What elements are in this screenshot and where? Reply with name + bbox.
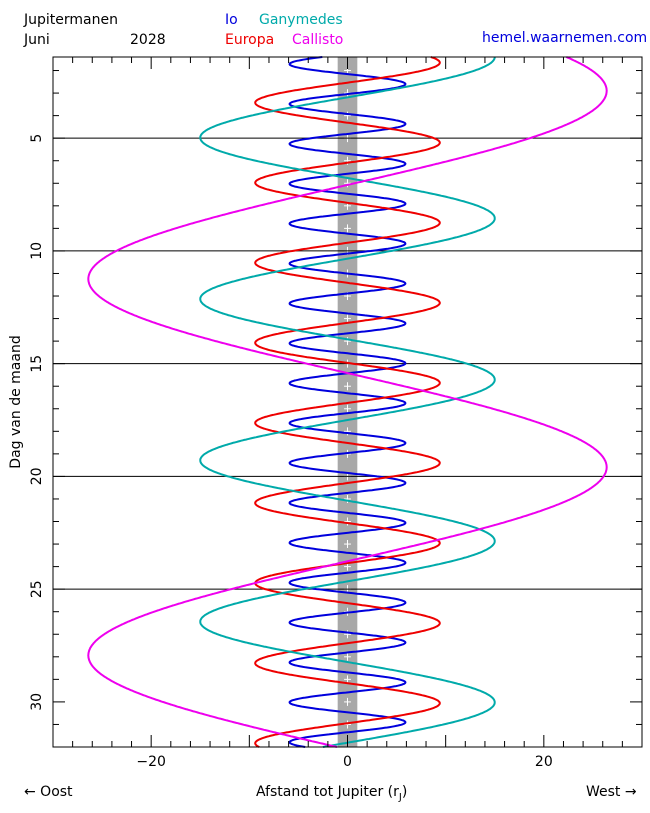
site-link[interactable]: hemel.waarnemen.com xyxy=(482,30,648,46)
legend-europa: Europa xyxy=(225,32,275,48)
axis-ticks xyxy=(52,57,643,748)
x-axis-label-end: ) xyxy=(401,784,408,800)
y-tick-labels: 5 10 15 20 25 30 xyxy=(29,134,45,711)
legend-callisto: Callisto xyxy=(292,32,344,48)
x-axis-label-sub: J xyxy=(398,791,402,803)
x-tick-labels: −20 0 20 xyxy=(136,754,552,770)
chart-year: 2028 xyxy=(130,32,166,48)
series-line-callisto xyxy=(87,56,608,748)
y-axis-label: Dag van de maand xyxy=(8,335,24,468)
y-tick-label: 20 xyxy=(29,467,45,485)
legend-ganymedes: Ganymedes xyxy=(259,12,343,28)
x-axis-label-text: Afstand tot Jupiter (r xyxy=(256,784,399,800)
legend-io: Io xyxy=(225,12,238,28)
footer-east-label: ← Oost xyxy=(24,784,73,800)
x-tick-label: 20 xyxy=(535,754,553,770)
footer-west-label: West → xyxy=(586,784,637,800)
y-tick-label: 30 xyxy=(29,693,45,711)
x-axis-label: Afstand tot Jupiter (rJ) xyxy=(256,784,407,806)
series-line-europa xyxy=(254,56,441,748)
moon-series xyxy=(87,56,608,748)
y-tick-label: 15 xyxy=(29,355,45,373)
series-line-io xyxy=(288,56,407,748)
day-gridlines xyxy=(53,137,642,590)
y-tick-label: 10 xyxy=(29,242,45,260)
x-tick-label: −20 xyxy=(136,754,166,770)
x-tick-label: 0 xyxy=(343,754,352,770)
chart-title: Jupitermanen xyxy=(24,12,118,28)
chart-month: Juni xyxy=(24,32,50,48)
series-line-ganymedes xyxy=(199,56,496,748)
y-tick-label: 5 xyxy=(29,134,45,143)
y-tick-label: 25 xyxy=(29,580,45,598)
